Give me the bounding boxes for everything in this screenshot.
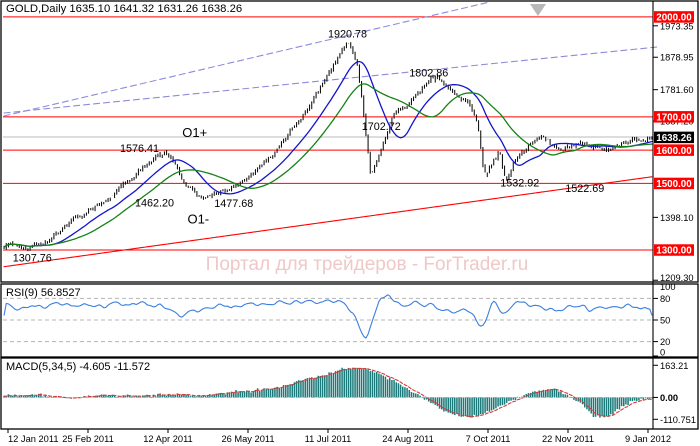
svg-text:80: 80 — [660, 294, 670, 304]
svg-text:26 May 2011: 26 May 2011 — [221, 434, 274, 444]
svg-text:11 Jul 2011: 11 Jul 2011 — [305, 434, 352, 444]
svg-text:22 Nov 2011: 22 Nov 2011 — [542, 434, 594, 444]
svg-text:1522.69: 1522.69 — [565, 183, 604, 195]
svg-text:1576.41: 1576.41 — [120, 143, 159, 155]
svg-text:12 Apr 2011: 12 Apr 2011 — [143, 434, 192, 444]
svg-text:RSI(9) 56.8527: RSI(9) 56.8527 — [6, 287, 81, 299]
svg-text:O1-: O1- — [187, 211, 209, 226]
svg-text:9 Jan 2012: 9 Jan 2012 — [625, 434, 671, 444]
svg-text:1700.00: 1700.00 — [656, 113, 692, 124]
svg-text:50: 50 — [660, 316, 670, 326]
svg-text:1398.10: 1398.10 — [660, 213, 694, 223]
svg-text:1307.76: 1307.76 — [13, 252, 52, 264]
svg-text:1878.95: 1878.95 — [660, 53, 694, 63]
svg-text:-110.751: -110.751 — [660, 415, 696, 425]
svg-text:1532.92: 1532.92 — [500, 177, 539, 189]
svg-text:7 Oct 2011: 7 Oct 2011 — [466, 434, 511, 444]
svg-text:2000.00: 2000.00 — [656, 13, 692, 24]
svg-text:163.21: 163.21 — [660, 361, 688, 371]
svg-text:GOLD,Daily 1635.10 1641.32: GOLD,Daily 1635.10 1641.32 1631.26 1638.… — [6, 3, 242, 15]
svg-text:1600.00: 1600.00 — [656, 146, 692, 157]
svg-text:MACD(5,34,5) -4.605 -11.572: MACD(5,34,5) -4.605 -11.572 — [6, 361, 150, 373]
svg-text:20: 20 — [660, 337, 670, 347]
svg-text:1802.86: 1802.86 — [409, 68, 448, 80]
svg-text:1702.72: 1702.72 — [362, 121, 401, 133]
svg-text:0: 0 — [660, 348, 665, 358]
svg-text:1781.60: 1781.60 — [660, 85, 694, 95]
svg-text:1638.26: 1638.26 — [656, 133, 692, 144]
svg-text:25 Feb 2011: 25 Feb 2011 — [62, 434, 114, 444]
svg-text:1500.00: 1500.00 — [656, 179, 692, 190]
svg-text:24 Aug 2011: 24 Aug 2011 — [382, 434, 434, 444]
svg-text:Портал для трейдеров - ForTrad: Портал для трейдеров - ForTrader.ru — [206, 254, 529, 275]
svg-text:12 Jan 2011: 12 Jan 2011 — [8, 434, 59, 444]
svg-text:1462.20: 1462.20 — [135, 198, 174, 210]
svg-text:1920.78: 1920.78 — [328, 28, 367, 40]
svg-text:1477.68: 1477.68 — [214, 198, 253, 210]
svg-text:O1+: O1+ — [182, 125, 207, 140]
svg-text:0.00: 0.00 — [660, 393, 678, 403]
svg-text:1300.00: 1300.00 — [656, 246, 692, 257]
